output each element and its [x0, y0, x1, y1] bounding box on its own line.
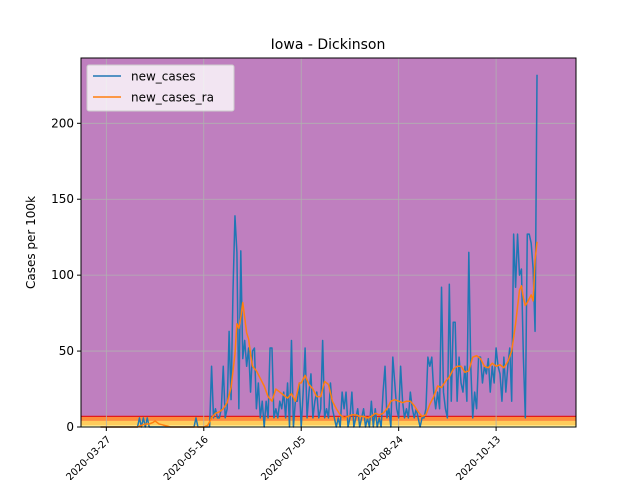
y-axis-label: Cases per 100k — [24, 196, 38, 289]
x-tick-label: 2020-07-05 — [259, 434, 308, 480]
chart-title: Iowa - Dickinson — [271, 37, 386, 53]
y-tick-label: 200 — [51, 116, 74, 130]
grid-lines — [81, 58, 576, 428]
x-tick-label: 2020-03-27 — [65, 434, 114, 480]
legend-label-new-cases: new_cases — [131, 70, 196, 84]
legend-label-new-cases-ra: new_cases_ra — [131, 91, 214, 105]
x-axis: 2020-03-27 2020-05-16 2020-07-05 2020-08-24… — [65, 427, 503, 480]
severity-band-1 — [81, 420, 576, 426]
x-tick-label: 2020-08-24 — [357, 434, 406, 480]
y-axis: 0 50 100 150 200 — [51, 116, 81, 434]
y-tick-label: 100 — [51, 268, 74, 282]
severity-band-2 — [81, 416, 576, 421]
severity-bands — [81, 58, 576, 427]
y-tick-label: 50 — [59, 344, 74, 358]
severity-band-3 — [81, 58, 576, 417]
legend: new_cases new_cases_ra — [86, 64, 235, 112]
severity-band-0 — [81, 425, 576, 427]
x-tick-label: 2020-05-16 — [162, 434, 211, 480]
series-line-new-cases-ra — [100, 241, 538, 428]
plot-frame — [80, 57, 577, 428]
legend-box — [86, 64, 235, 112]
y-tick-label: 150 — [51, 192, 74, 206]
y-tick-label: 0 — [66, 420, 74, 434]
x-tick-label: 2020-10-13 — [454, 434, 503, 480]
